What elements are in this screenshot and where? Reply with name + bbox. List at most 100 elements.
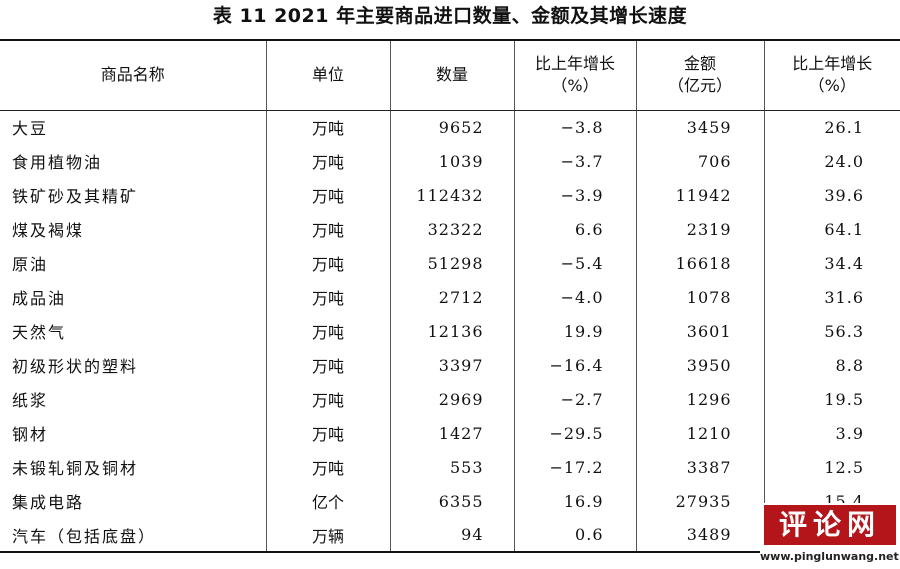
- cell-amount: 27935: [635, 484, 765, 518]
- cell-amount-growth: 39.6: [763, 178, 900, 212]
- table-row: 成品油 万吨 2712 −4.0 1078 31.6: [0, 280, 900, 314]
- cell-unit: 万吨: [265, 144, 391, 178]
- cell-amount-growth: 26.1: [763, 110, 900, 144]
- cell-amount: 3387: [635, 450, 765, 484]
- cell-quantity: 94: [389, 518, 515, 553]
- cell-amount-growth: 12.5: [763, 450, 900, 484]
- cell-quantity-growth: 16.9: [513, 484, 637, 518]
- cell-amount: 3489: [635, 518, 765, 553]
- cell-unit: 万吨: [265, 382, 391, 416]
- cell-name: 初级形状的塑料: [0, 348, 267, 382]
- header-name: 商品名称: [0, 40, 267, 111]
- cell-amount: 3459: [635, 110, 765, 144]
- cell-amount: 3601: [635, 314, 765, 348]
- cell-name: 纸浆: [0, 382, 267, 416]
- table-title: 表 11 2021 年主要商品进口数量、金额及其增长速度: [212, 5, 688, 27]
- cell-amount-growth: 19.5: [763, 382, 900, 416]
- cell-quantity: 112432: [389, 178, 515, 212]
- cell-amount: 1296: [635, 382, 765, 416]
- cell-quantity: 1427: [389, 416, 515, 450]
- cell-quantity: 2712: [389, 280, 515, 314]
- table-row: 天然气 万吨 12136 19.9 3601 56.3: [0, 314, 900, 348]
- cell-name: 原油: [0, 246, 267, 280]
- cell-amount-growth: 34.4: [763, 246, 900, 280]
- import-table: 商品名称 单位 数量 比上年增长 （%） 金额 （亿元） 比上年增长 （%） 大…: [0, 39, 900, 553]
- header-amount: 金额 （亿元）: [635, 40, 765, 111]
- table-row: 未锻轧铜及铜材 万吨 553 −17.2 3387 12.5: [0, 450, 900, 484]
- cell-quantity-growth: −17.2: [513, 450, 637, 484]
- cell-amount-growth: 24.0: [763, 144, 900, 178]
- cell-amount: 706: [635, 144, 765, 178]
- cell-unit: 万辆: [265, 518, 391, 553]
- cell-quantity-growth: −29.5: [513, 416, 637, 450]
- cell-unit: 万吨: [265, 314, 391, 348]
- cell-quantity-growth: −16.4: [513, 348, 637, 382]
- watermark: 评论网 www.pinglunwang.net: [760, 503, 900, 569]
- cell-unit: 万吨: [265, 348, 391, 382]
- cell-amount-growth: 64.1: [763, 212, 900, 246]
- header-row: 商品名称 单位 数量 比上年增长 （%） 金额 （亿元） 比上年增长 （%）: [0, 40, 900, 111]
- cell-amount-growth: 56.3: [763, 314, 900, 348]
- cell-name: 天然气: [0, 314, 267, 348]
- cell-unit: 万吨: [265, 212, 391, 246]
- table-row: 集成电路 亿个 6355 16.9 27935 15.4: [0, 484, 900, 518]
- cell-quantity: 6355: [389, 484, 515, 518]
- cell-quantity: 3397: [389, 348, 515, 382]
- cell-amount: 2319: [635, 212, 765, 246]
- cell-amount-growth: 8.8: [763, 348, 900, 382]
- cell-quantity-growth: −3.9: [513, 178, 637, 212]
- cell-quantity-growth: −3.8: [513, 110, 637, 144]
- table-row: 食用植物油 万吨 1039 −3.7 706 24.0: [0, 144, 900, 178]
- cell-name: 食用植物油: [0, 144, 267, 178]
- table-row: 纸浆 万吨 2969 −2.7 1296 19.5: [0, 382, 900, 416]
- cell-quantity-growth: 6.6: [513, 212, 637, 246]
- header-amount-growth: 比上年增长 （%）: [763, 40, 900, 111]
- cell-quantity-growth: 19.9: [513, 314, 637, 348]
- cell-name: 集成电路: [0, 484, 267, 518]
- header-quantity: 数量: [389, 40, 515, 111]
- table-row: 大豆 万吨 9652 −3.8 3459 26.1: [0, 110, 900, 144]
- table-row: 初级形状的塑料 万吨 3397 −16.4 3950 8.8: [0, 348, 900, 382]
- cell-amount: 16618: [635, 246, 765, 280]
- cell-unit: 万吨: [265, 280, 391, 314]
- table-body: 大豆 万吨 9652 −3.8 3459 26.1 食用植物油 万吨 1039 −3.7 706 24…: [0, 110, 900, 553]
- cell-quantity: 12136: [389, 314, 515, 348]
- cell-unit: 万吨: [265, 178, 391, 212]
- table-row: 钢材 万吨 1427 −29.5 1210 3.9: [0, 416, 900, 450]
- cell-quantity-growth: −5.4: [513, 246, 637, 280]
- cell-amount: 11942: [635, 178, 765, 212]
- cell-quantity: 1039: [389, 144, 515, 178]
- cell-amount-growth: 3.9: [763, 416, 900, 450]
- cell-unit: 万吨: [265, 450, 391, 484]
- cell-name: 未锻轧铜及铜材: [0, 450, 267, 484]
- cell-quantity: 2969: [389, 382, 515, 416]
- cell-amount-growth: 31.6: [763, 280, 900, 314]
- cell-name: 煤及褐煤: [0, 212, 267, 246]
- cell-name: 钢材: [0, 416, 267, 450]
- watermark-logo: 评论网: [764, 505, 896, 545]
- cell-quantity: 553: [389, 450, 515, 484]
- cell-amount: 3950: [635, 348, 765, 382]
- cell-unit: 万吨: [265, 416, 391, 450]
- table-row: 铁矿砂及其精矿 万吨 112432 −3.9 11942 39.6: [0, 178, 900, 212]
- cell-amount: 1078: [635, 280, 765, 314]
- cell-name: 铁矿砂及其精矿: [0, 178, 267, 212]
- cell-quantity-growth: −4.0: [513, 280, 637, 314]
- cell-quantity-growth: −2.7: [513, 382, 637, 416]
- table-row: 原油 万吨 51298 −5.4 16618 34.4: [0, 246, 900, 280]
- cell-name: 成品油: [0, 280, 267, 314]
- watermark-url: www.pinglunwang.net: [760, 550, 899, 563]
- header-quantity-growth: 比上年增长 （%）: [513, 40, 637, 111]
- cell-name: 大豆: [0, 110, 267, 144]
- cell-quantity: 32322: [389, 212, 515, 246]
- cell-quantity-growth: 0.6: [513, 518, 637, 553]
- cell-unit: 万吨: [265, 110, 391, 144]
- table-row: 煤及褐煤 万吨 32322 6.6 2319 64.1: [0, 212, 900, 246]
- cell-quantity-growth: −3.7: [513, 144, 637, 178]
- cell-amount: 1210: [635, 416, 765, 450]
- cell-quantity: 51298: [389, 246, 515, 280]
- cell-quantity: 9652: [389, 110, 515, 144]
- header-unit: 单位: [265, 40, 391, 111]
- cell-name: 汽车（包括底盘）: [0, 518, 267, 553]
- cell-unit: 亿个: [265, 484, 391, 518]
